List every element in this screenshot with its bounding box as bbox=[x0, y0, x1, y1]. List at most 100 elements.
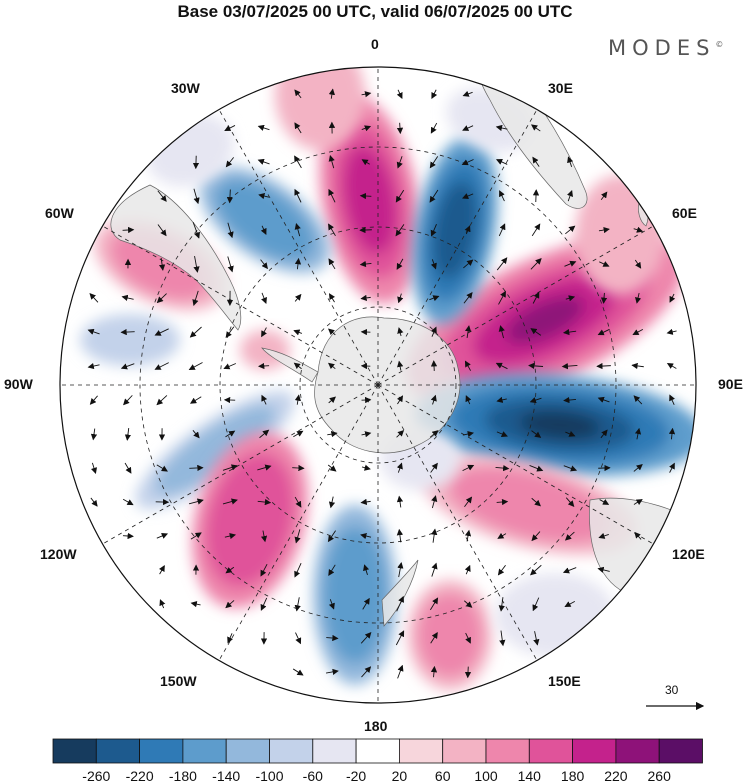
wind-vector bbox=[430, 360, 438, 371]
wind-vector bbox=[529, 465, 544, 472]
wind-vector bbox=[464, 360, 472, 371]
wind-vector bbox=[327, 464, 337, 472]
wind-vector bbox=[328, 564, 336, 576]
wind-vector bbox=[189, 464, 204, 472]
wind-vector bbox=[294, 496, 302, 508]
wind-vector bbox=[120, 363, 135, 370]
latitude-circle bbox=[299, 306, 457, 464]
wind-vector bbox=[294, 293, 302, 302]
wind-vector bbox=[528, 362, 544, 370]
colorbar-swatch bbox=[182, 738, 227, 764]
lon-label-30e: 30E bbox=[548, 80, 573, 96]
wind-vector bbox=[90, 497, 98, 507]
wind-vector bbox=[463, 600, 473, 608]
wind-vector bbox=[158, 565, 165, 575]
wind-vector bbox=[258, 193, 269, 200]
wind-vector bbox=[669, 462, 675, 473]
wind-vector bbox=[90, 462, 98, 475]
wind-vector bbox=[361, 464, 371, 471]
anomaly-blob bbox=[135, 390, 295, 510]
anomaly-blob bbox=[408, 580, 492, 690]
wind-vector bbox=[430, 462, 438, 473]
wind-vector bbox=[190, 532, 202, 540]
wind-vector bbox=[565, 497, 575, 507]
wind-vector bbox=[260, 563, 268, 577]
wind-vector bbox=[225, 326, 235, 339]
wind-vector bbox=[431, 495, 438, 509]
anomaly-blob bbox=[319, 96, 421, 304]
wind-vector bbox=[564, 600, 576, 608]
wind-vector bbox=[495, 124, 508, 132]
wind-vector bbox=[325, 668, 339, 675]
copyright-mark: © bbox=[715, 40, 724, 49]
wind-vector bbox=[465, 395, 472, 405]
wind-vector bbox=[363, 564, 370, 576]
wind-vector bbox=[396, 462, 403, 473]
wind-vector bbox=[464, 496, 473, 508]
wind-vector bbox=[463, 292, 473, 304]
wind-vector bbox=[361, 159, 370, 166]
wind-vector bbox=[122, 498, 134, 506]
anomaly-blob bbox=[313, 505, 397, 685]
wind-vector bbox=[188, 362, 203, 370]
wind-vector bbox=[124, 462, 132, 474]
wind-vector bbox=[499, 190, 505, 202]
lon-label-180: 180 bbox=[364, 718, 388, 734]
colorbar-swatch bbox=[312, 738, 357, 764]
wind-vector bbox=[565, 225, 576, 235]
wind-vector bbox=[294, 394, 301, 405]
colorbar-swatch bbox=[442, 738, 487, 764]
wind-vector bbox=[599, 499, 610, 505]
wind-vector bbox=[397, 562, 404, 578]
anomaly-blob bbox=[423, 455, 637, 555]
wind-vector bbox=[124, 427, 132, 441]
wind-vector bbox=[531, 531, 541, 542]
wind-vector bbox=[223, 363, 236, 370]
colorbar-swatch bbox=[658, 738, 703, 764]
wind-vector bbox=[396, 595, 404, 612]
wind-vector bbox=[260, 259, 268, 270]
wind-vector bbox=[396, 89, 403, 99]
lon-label-60w: 60W bbox=[45, 205, 74, 221]
colorbar-swatch bbox=[355, 738, 400, 764]
wind-vector bbox=[396, 258, 404, 270]
wind-vector bbox=[157, 224, 167, 237]
wind-vector bbox=[294, 562, 302, 578]
wind-vector bbox=[634, 259, 642, 269]
wind-vector bbox=[396, 156, 403, 169]
wind-vector bbox=[193, 255, 200, 273]
wind-vector bbox=[464, 564, 471, 575]
wind-vector bbox=[227, 222, 234, 239]
wind-vector bbox=[257, 124, 270, 131]
wind-vector bbox=[600, 191, 608, 201]
wind-vector bbox=[257, 158, 270, 165]
wind-vector bbox=[597, 396, 610, 403]
wind-vector bbox=[227, 633, 234, 644]
wind-vector bbox=[156, 395, 168, 406]
wind-vector bbox=[293, 362, 302, 370]
lon-label-120e: 120E bbox=[672, 546, 705, 562]
wind-vector bbox=[227, 256, 234, 273]
wind-vector bbox=[429, 156, 439, 169]
wind-vector bbox=[123, 395, 133, 406]
wind-vector bbox=[632, 329, 644, 336]
wind-vector bbox=[260, 597, 268, 611]
wind-vector bbox=[154, 328, 169, 336]
wind-vector bbox=[328, 396, 336, 404]
wind-vector bbox=[226, 189, 234, 204]
wind-vector bbox=[87, 328, 100, 335]
colorbar: -260 -220 -180 -140 -100 -60 -20 20 60 100 140 180 2… bbox=[52, 738, 703, 783]
wind-vector bbox=[225, 600, 235, 609]
wind-vector bbox=[598, 226, 610, 234]
wind-vector bbox=[397, 327, 404, 337]
wind-vector bbox=[429, 189, 439, 203]
map-border bbox=[59, 66, 697, 704]
wind-vector bbox=[396, 528, 404, 543]
wind-vector bbox=[597, 566, 610, 573]
wind-vector bbox=[222, 464, 238, 471]
wind-vector bbox=[496, 257, 508, 271]
south-america bbox=[110, 184, 242, 331]
wind-vector bbox=[395, 224, 405, 237]
wind-vector bbox=[430, 326, 437, 337]
wind-vector bbox=[259, 429, 270, 439]
